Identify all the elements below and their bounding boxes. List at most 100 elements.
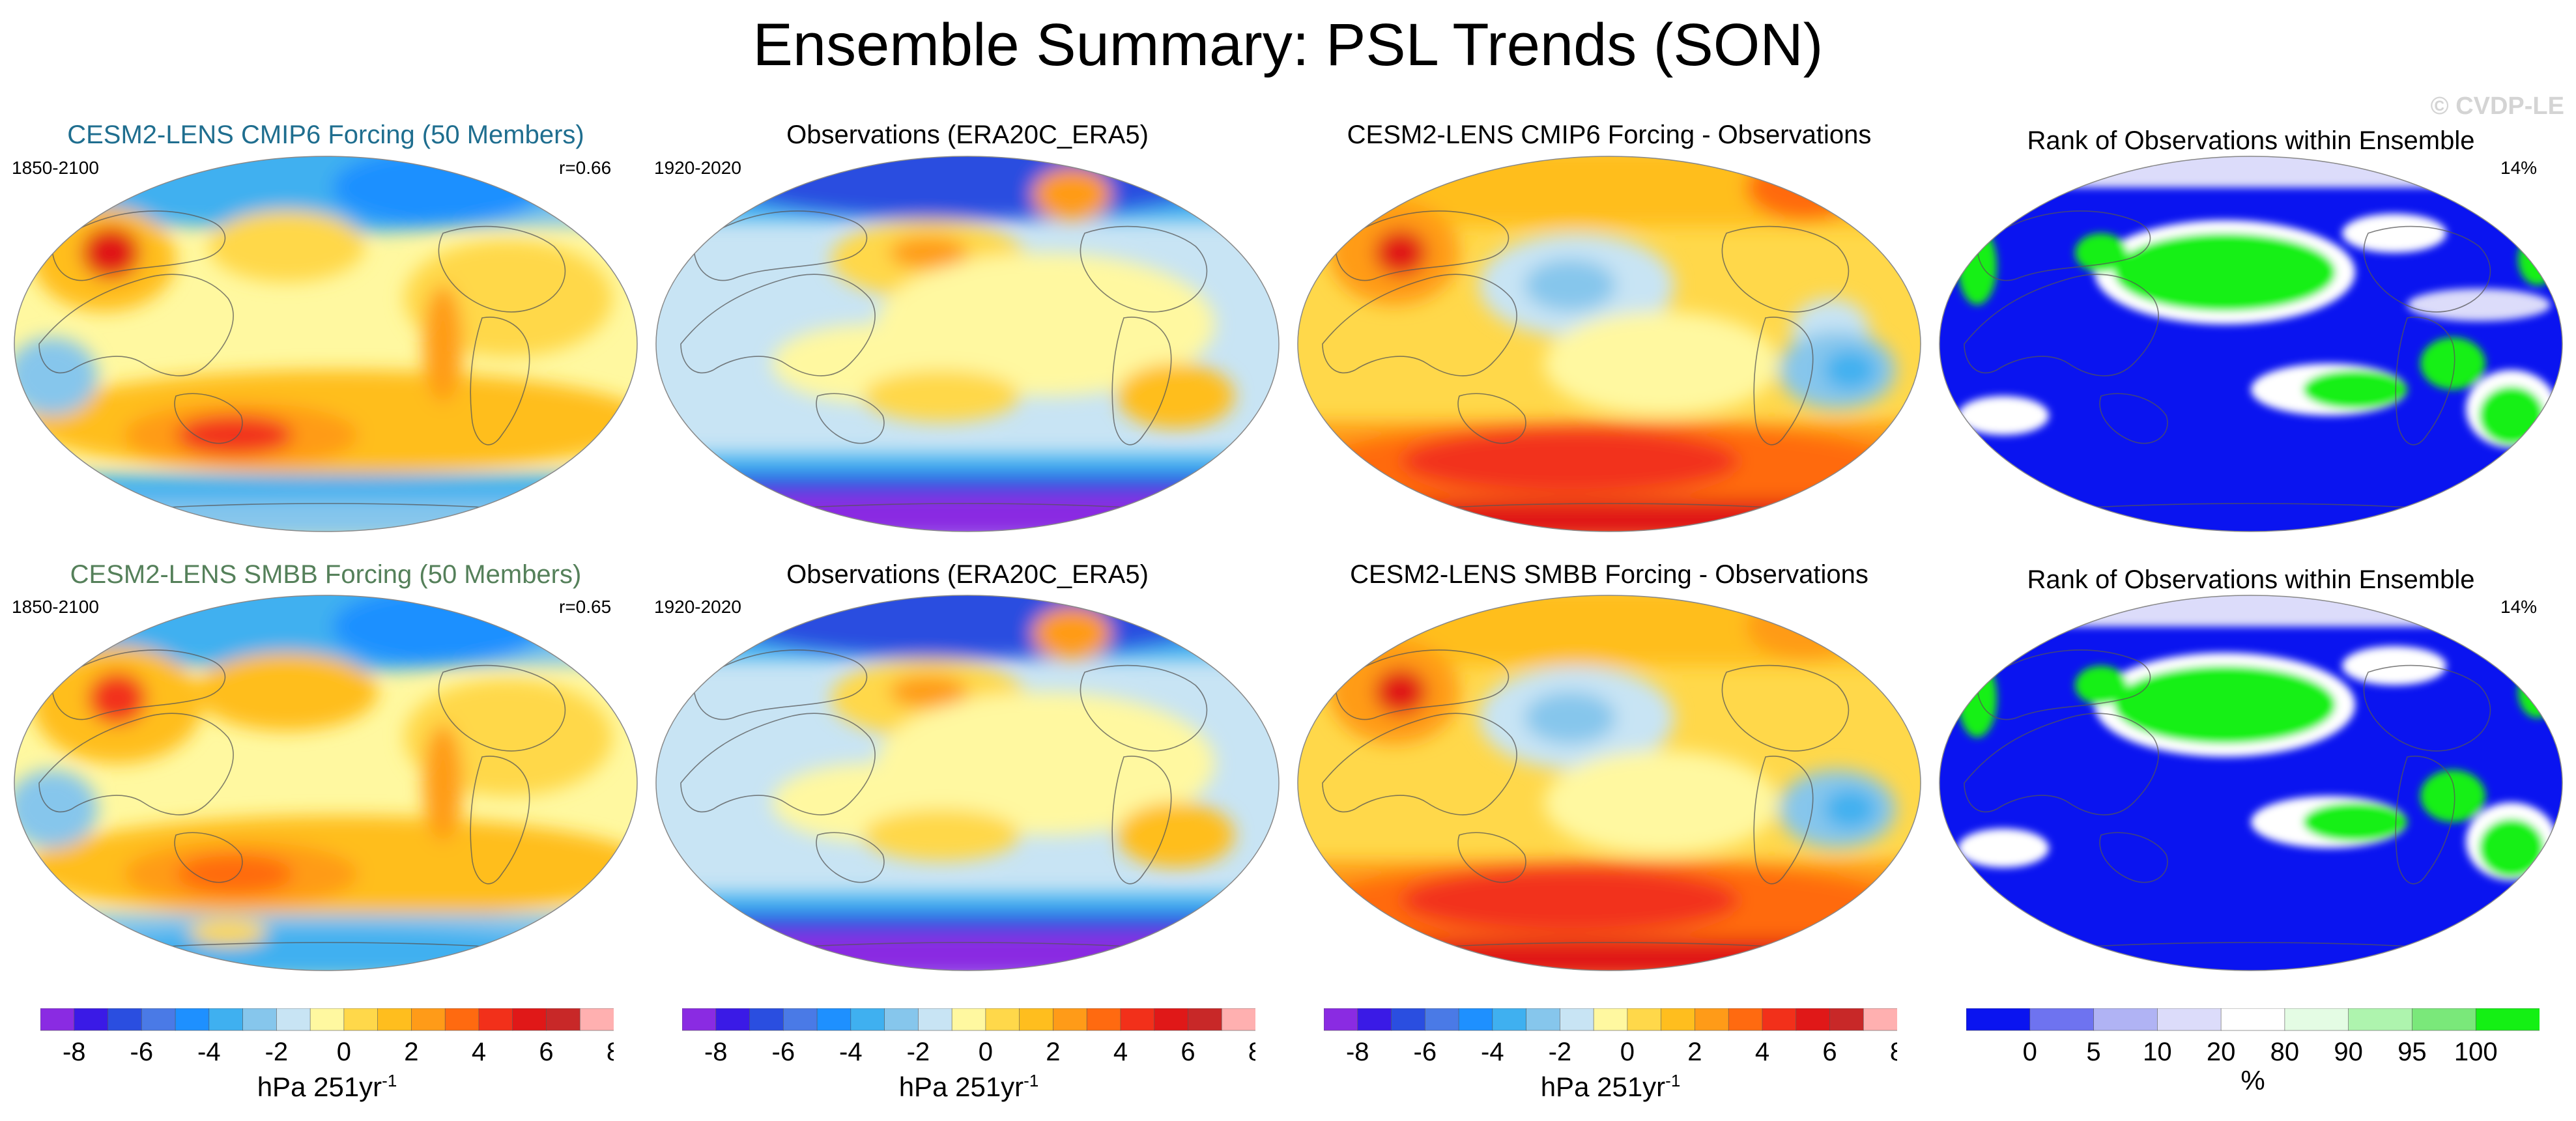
colorbar-tick-label: 4 bbox=[1113, 1038, 1128, 1066]
rank-colorbar: 0 5 10 20 80 90 95 100 bbox=[1966, 1008, 2540, 1066]
colorbar-tick-label: 2 bbox=[404, 1038, 418, 1066]
colorbar-tick-label: -4 bbox=[197, 1038, 221, 1066]
colorbar-swatch bbox=[1796, 1008, 1831, 1031]
observations-psl-trend-map bbox=[655, 156, 1280, 532]
colorbar-swatch bbox=[1966, 1008, 2031, 1031]
colorbar-tick-label: 90 bbox=[2334, 1038, 2363, 1066]
colorbar-swatch bbox=[1324, 1008, 1358, 1031]
colorbar-swatch bbox=[309, 1008, 345, 1031]
colorbar-swatch bbox=[208, 1008, 244, 1031]
colorbar-tick-label: 6 bbox=[539, 1038, 553, 1066]
colorbar-tick-label: 2 bbox=[1687, 1038, 1702, 1066]
colorbar-tick-label: -6 bbox=[1414, 1038, 1437, 1066]
colorbar-swatch bbox=[1863, 1008, 1897, 1031]
colorbar-swatch bbox=[682, 1008, 717, 1031]
colorbar-tick-label: 8 bbox=[607, 1038, 614, 1066]
colorbar-tick-label: 5 bbox=[2086, 1038, 2100, 1066]
ensemble-panel-title: CESM2-LENS SMBB Forcing (50 Members) bbox=[70, 560, 582, 589]
colorbar-swatch bbox=[985, 1008, 1020, 1031]
colorbar-swatch bbox=[1728, 1008, 1763, 1031]
rank-panel-title: Rank of Observations within Ensemble bbox=[2027, 565, 2475, 594]
colorbar-tick-label: 0 bbox=[2023, 1038, 2037, 1066]
ensemble-years-label: 1850-2100 bbox=[12, 158, 99, 178]
colorbar-tick-label: -8 bbox=[1346, 1038, 1369, 1066]
colorbar-tick-label: 2 bbox=[1046, 1038, 1060, 1066]
colorbar-tick-label: -6 bbox=[772, 1038, 795, 1066]
trend-colorbar-unit: hPa 251yr-1 bbox=[257, 1071, 397, 1102]
colorbar-swatch bbox=[749, 1008, 784, 1031]
colorbar-tick-label: -8 bbox=[704, 1038, 728, 1066]
colorbar-swatch bbox=[2029, 1008, 2095, 1031]
colorbar-swatch bbox=[1829, 1008, 1865, 1031]
colorbar-tick-label: 95 bbox=[2397, 1038, 2427, 1066]
colorbar-swatch bbox=[1188, 1008, 1223, 1031]
trend-colorbar: -8 -6 -4 -2 0 2 4 6 8 bbox=[1324, 1008, 1897, 1066]
colorbar-swatch bbox=[579, 1008, 614, 1031]
rank-of-observations-map bbox=[1939, 595, 2563, 971]
colorbar-swatch bbox=[918, 1008, 952, 1031]
colorbar-tick-label: -2 bbox=[907, 1038, 930, 1066]
colorbar-swatch bbox=[1086, 1008, 1121, 1031]
trend-colorbar-unit: hPa 251yr-1 bbox=[898, 1071, 1039, 1102]
ensemble-panel-title: CESM2-LENS CMIP6 Forcing (50 Members) bbox=[67, 121, 584, 149]
obs-panel-title: Observations (ERA20C_ERA5) bbox=[786, 560, 1149, 589]
colorbar-swatch bbox=[1357, 1008, 1392, 1031]
colorbar-tick-label: 8 bbox=[1890, 1038, 1897, 1066]
colorbar-swatch bbox=[1695, 1008, 1729, 1031]
colorbar-swatch bbox=[1019, 1008, 1054, 1031]
rank-of-observations-map bbox=[1939, 156, 2563, 532]
ensemble-psl-trend-map bbox=[14, 595, 638, 971]
colorbar-swatch bbox=[1593, 1008, 1628, 1031]
rank-colorbar-unit: % bbox=[2240, 1065, 2265, 1096]
colorbar-tick-label: -4 bbox=[839, 1038, 863, 1066]
colorbar-swatch bbox=[343, 1008, 379, 1031]
diff-panel-title: CESM2-LENS CMIP6 Forcing - Observations bbox=[1347, 121, 1872, 149]
colorbar-swatch bbox=[2475, 1008, 2540, 1031]
colorbar-swatch bbox=[1391, 1008, 1426, 1031]
colorbar-swatch bbox=[242, 1008, 278, 1031]
colorbar-swatch bbox=[141, 1008, 176, 1031]
ensemble-correlation-label: r=0.66 bbox=[559, 158, 612, 178]
colorbar-tick-label: 0 bbox=[337, 1038, 351, 1066]
colorbar-swatch bbox=[951, 1008, 986, 1031]
obs-panel-title: Observations (ERA20C_ERA5) bbox=[786, 121, 1149, 149]
figure-title: Ensemble Summary: PSL Trends (SON) bbox=[752, 12, 1824, 78]
colorbar-tick-label: 8 bbox=[1248, 1038, 1255, 1066]
colorbar-swatch bbox=[715, 1008, 751, 1031]
colorbar-swatch bbox=[1053, 1008, 1087, 1031]
colorbar-swatch bbox=[1424, 1008, 1459, 1031]
colorbar-swatch bbox=[175, 1008, 210, 1031]
colorbar-tick-label: 6 bbox=[1822, 1038, 1837, 1066]
difference-psl-trend-map bbox=[1297, 156, 1921, 532]
colorbar-swatch bbox=[850, 1008, 885, 1031]
colorbar-swatch bbox=[107, 1008, 143, 1031]
colorbar-tick-label: 4 bbox=[1755, 1038, 1769, 1066]
obs-years-label: 1920-2020 bbox=[654, 597, 741, 617]
colorbar-swatch bbox=[2220, 1008, 2285, 1031]
colorbar-swatch bbox=[884, 1008, 919, 1031]
colorbar-tick-label: -2 bbox=[265, 1038, 289, 1066]
colorbar-swatch bbox=[1492, 1008, 1527, 1031]
colorbar-swatch bbox=[1120, 1008, 1155, 1031]
difference-psl-trend-map bbox=[1297, 595, 1921, 971]
colorbar-swatch bbox=[2093, 1008, 2158, 1031]
colorbar-tick-label: 100 bbox=[2454, 1038, 2498, 1066]
colorbar-tick-label: 6 bbox=[1181, 1038, 1195, 1066]
colorbar-swatch bbox=[816, 1008, 852, 1031]
rank-panel-title: Rank of Observations within Ensemble bbox=[2027, 126, 2475, 155]
ensemble-psl-trend-map bbox=[14, 156, 638, 532]
colorbar-tick-label: 0 bbox=[1620, 1038, 1635, 1066]
colorbar-swatch bbox=[1627, 1008, 1662, 1031]
trend-colorbar-unit: hPa 251yr-1 bbox=[1540, 1071, 1681, 1102]
colorbar-swatch bbox=[377, 1008, 412, 1031]
ensemble-correlation-label: r=0.65 bbox=[559, 597, 612, 617]
colorbar-tick-label: 10 bbox=[2143, 1038, 2172, 1066]
colorbar-tick-label: -2 bbox=[1549, 1038, 1572, 1066]
obs-years-label: 1920-2020 bbox=[654, 158, 741, 178]
colorbar-swatch bbox=[512, 1008, 547, 1031]
colorbar-tick-label: 4 bbox=[472, 1038, 486, 1066]
colorbar-swatch bbox=[1221, 1008, 1255, 1031]
observations-psl-trend-map bbox=[655, 595, 1280, 971]
colorbar-swatch bbox=[782, 1008, 818, 1031]
colorbar-swatch bbox=[2412, 1008, 2477, 1031]
